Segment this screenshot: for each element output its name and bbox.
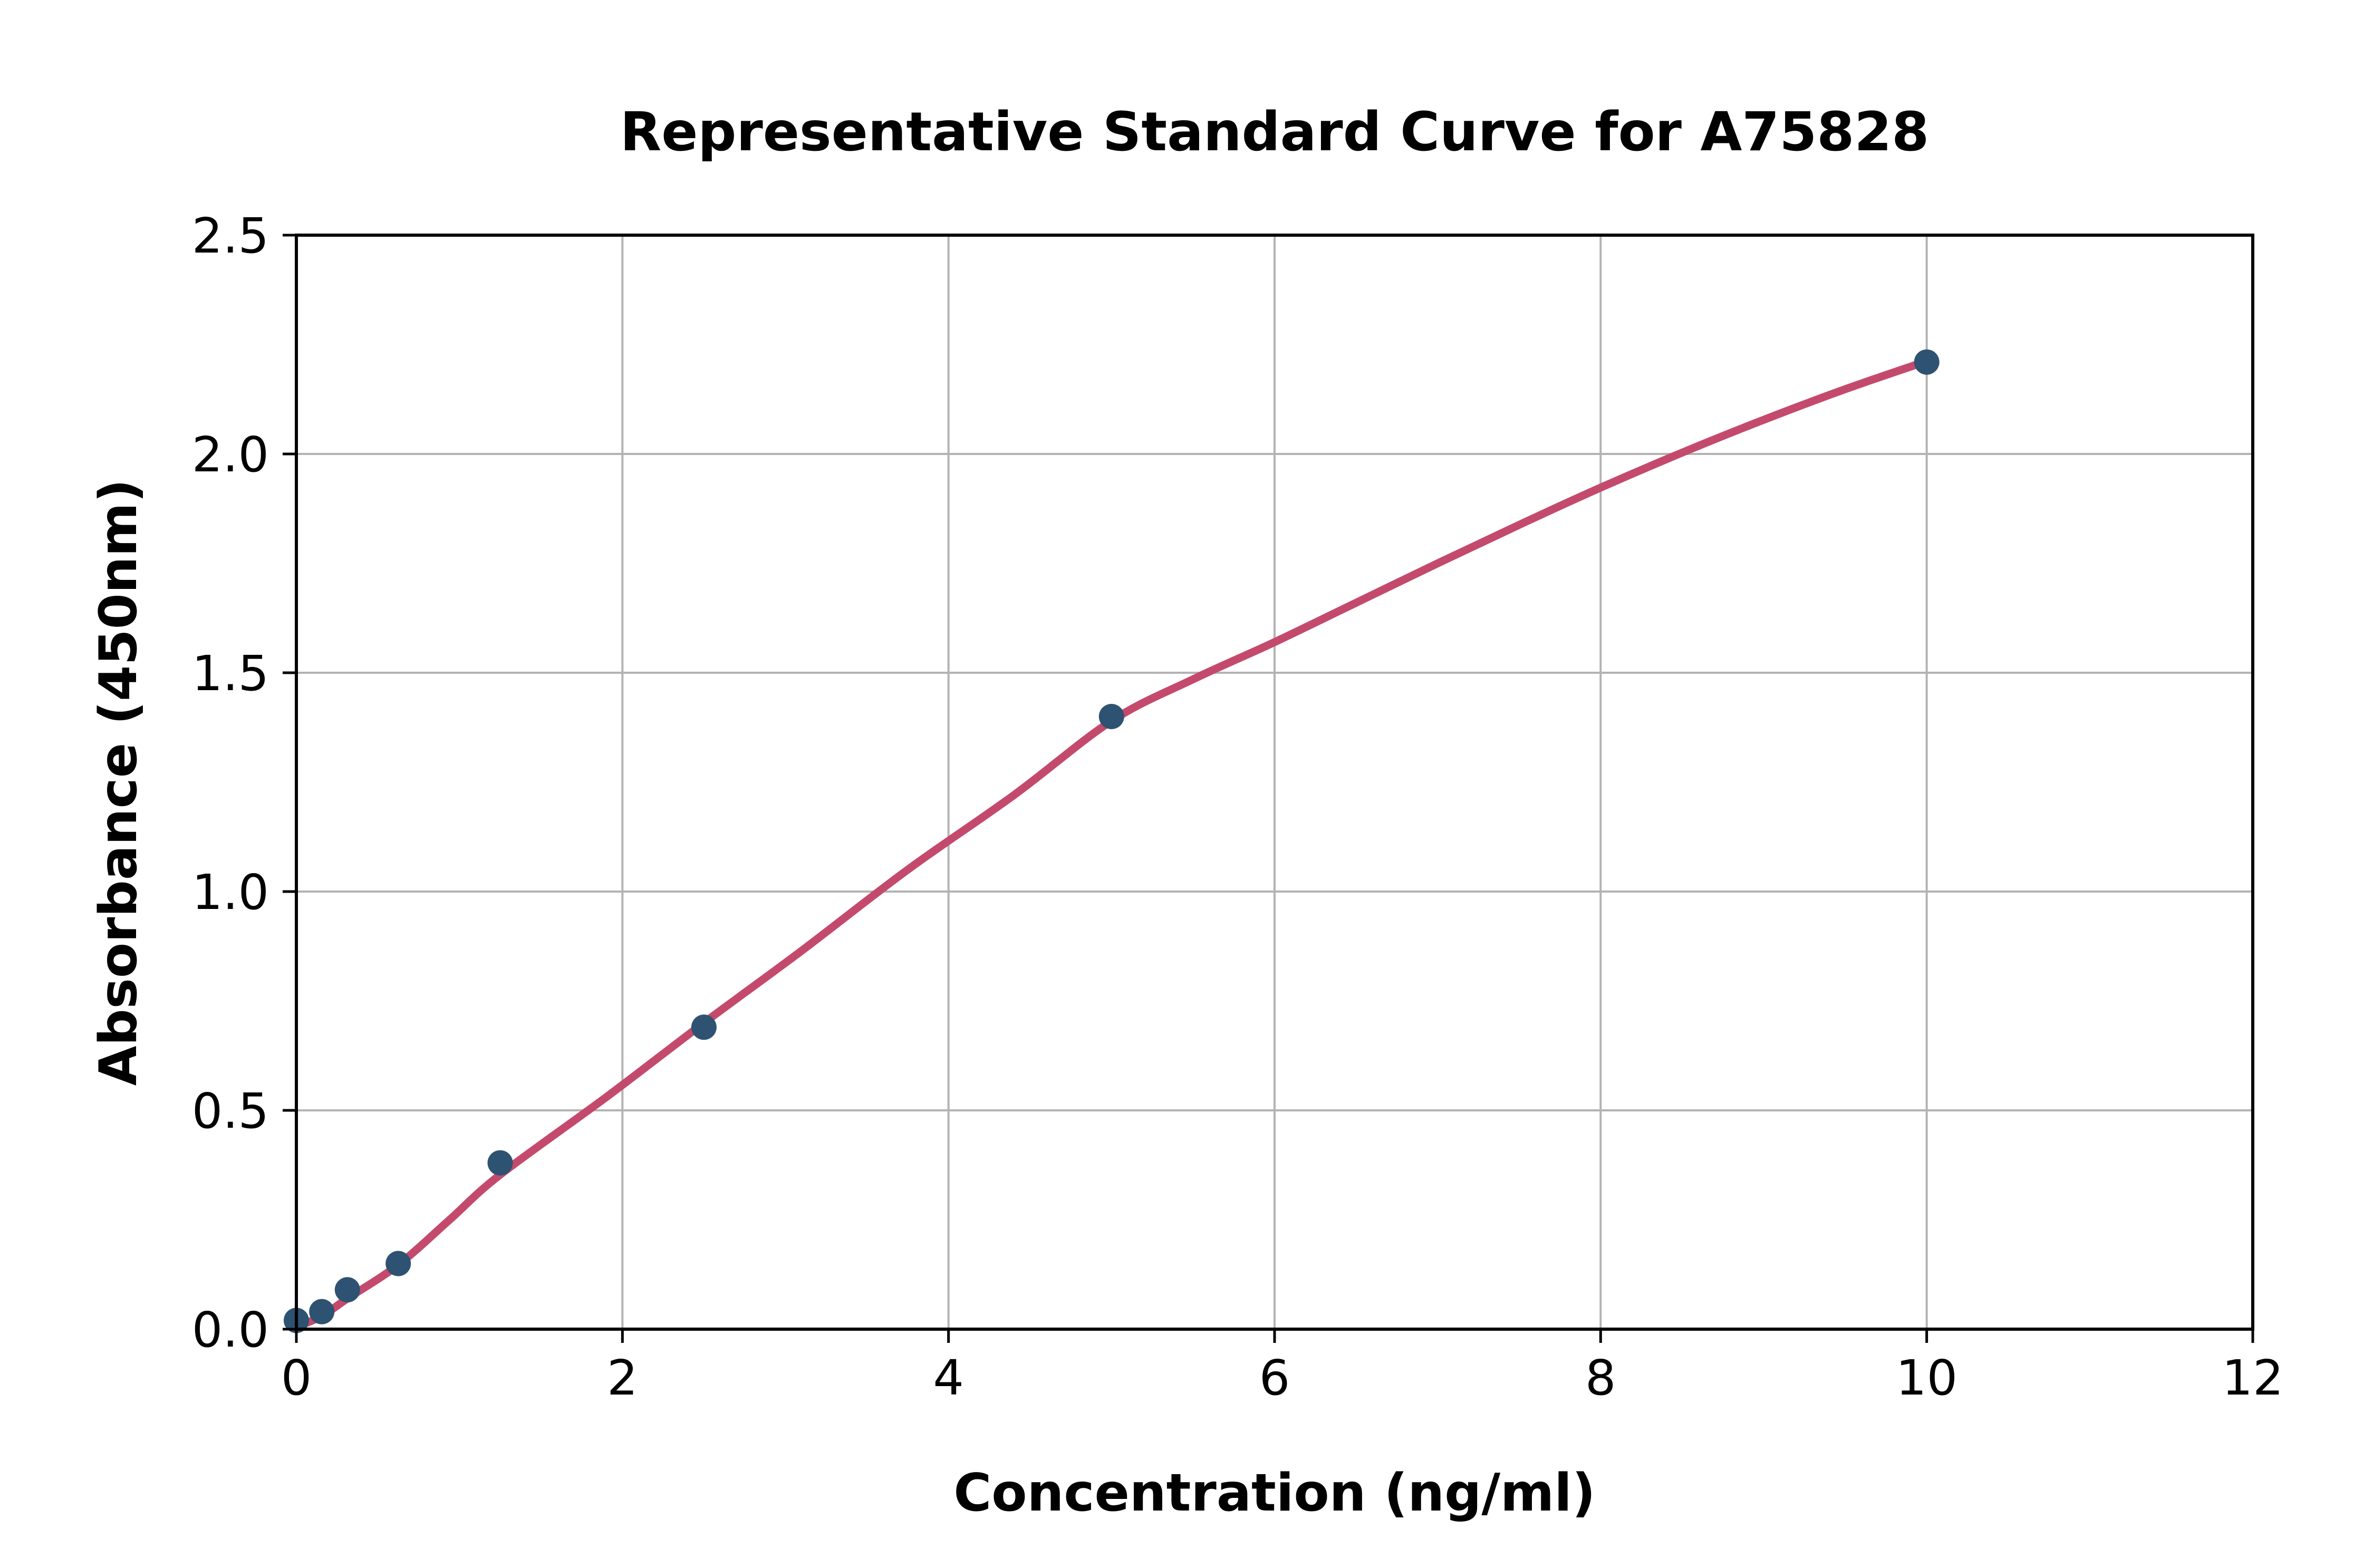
data-points — [284, 349, 1940, 1333]
data-point-6 — [1098, 704, 1124, 729]
fit-curve-path — [292, 357, 1931, 1331]
data-point-5 — [691, 1014, 717, 1040]
data-point-3 — [385, 1251, 411, 1276]
x-tick-label-0: 0 — [281, 1350, 312, 1406]
x-tick-label-10: 10 — [1896, 1350, 1957, 1406]
chart-title: Representative Standard Curve for A75828 — [620, 101, 1930, 163]
y-axis-label: Absorbance (450nm) — [89, 479, 149, 1086]
y-tick-label-2: 2.0 — [192, 427, 269, 483]
x-tick-label-2: 2 — [607, 1350, 638, 1406]
x-tick-label-8: 8 — [1585, 1350, 1616, 1406]
x-axis-label: Concentration (ng/ml) — [953, 1463, 1595, 1523]
y-tick-label-2.5: 2.5 — [192, 208, 269, 264]
data-point-7 — [1914, 349, 1940, 375]
data-point-1 — [309, 1299, 335, 1324]
data-point-4 — [487, 1150, 513, 1176]
x-tick-label-6: 6 — [1259, 1350, 1290, 1406]
fit-curve — [292, 357, 1931, 1331]
y-tick-label-1.5: 1.5 — [192, 645, 269, 702]
gridlines — [296, 235, 2253, 1329]
x-tick-label-4: 4 — [933, 1350, 964, 1406]
x-tick-label-12: 12 — [2222, 1350, 2283, 1406]
y-tick-label-1: 1.0 — [192, 864, 269, 921]
tick-labels: 0 2 4 6 8 10 12 0.0 0.5 1.0 1.5 2.0 2.5 — [192, 208, 2284, 1406]
data-point-2 — [334, 1277, 360, 1303]
y-tick-label-0: 0.0 — [192, 1302, 269, 1358]
axis-ticks — [283, 234, 2254, 1343]
y-tick-label-0.5: 0.5 — [192, 1083, 269, 1139]
